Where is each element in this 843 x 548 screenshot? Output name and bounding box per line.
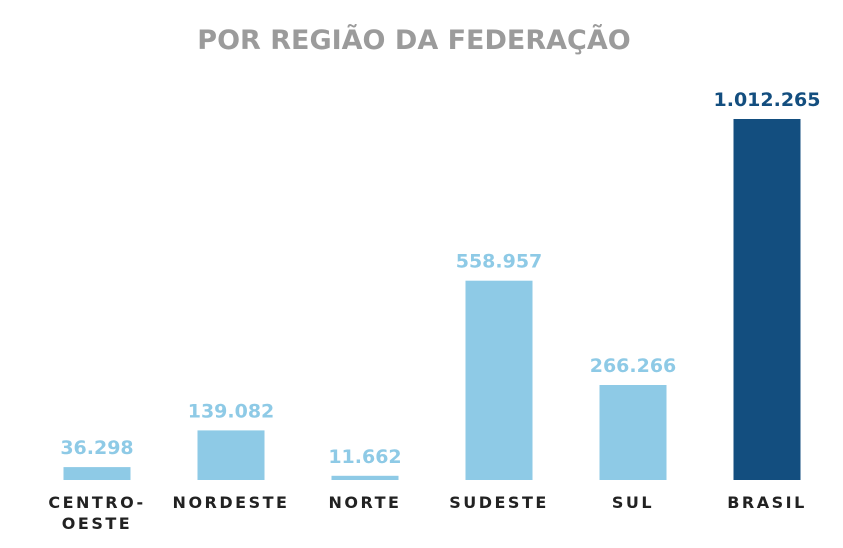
value-labels-group: 36.298 139.082 11.662 558.957 266.266 1.012.2…: [60, 89, 820, 468]
category-label-sudeste: SUDESTE: [449, 493, 549, 512]
category-label-sul: SUL: [612, 493, 654, 512]
value-label-centro-oeste: 36.298: [60, 437, 133, 459]
category-label-centro-oeste: CENTRO-OESTE: [48, 493, 145, 533]
chart-title: POR REGIÃO DA FEDERAÇÃO: [197, 24, 630, 56]
category-label-norte: NORTE: [329, 493, 402, 512]
category-label-brasil: BRASIL: [727, 493, 807, 512]
bar-centro-oeste: [63, 467, 131, 480]
category-labels-group: CENTRO-OESTE NORDESTE NORTE SUDESTE SUL BRASI…: [48, 493, 807, 533]
value-label-brasil: 1.012.265: [714, 89, 821, 111]
bar-brasil: [733, 119, 801, 480]
value-label-nordeste: 139.082: [188, 400, 275, 422]
value-label-norte: 11.662: [328, 446, 401, 468]
value-label-sul: 266.266: [590, 355, 677, 377]
bars-group: [63, 119, 801, 480]
bar-sul: [599, 385, 667, 480]
value-label-sudeste: 558.957: [456, 251, 543, 273]
category-label-nordeste: NORDESTE: [173, 493, 290, 512]
bar-sudeste: [465, 280, 533, 480]
bar-nordeste: [197, 430, 265, 480]
bar-norte: [331, 475, 399, 480]
